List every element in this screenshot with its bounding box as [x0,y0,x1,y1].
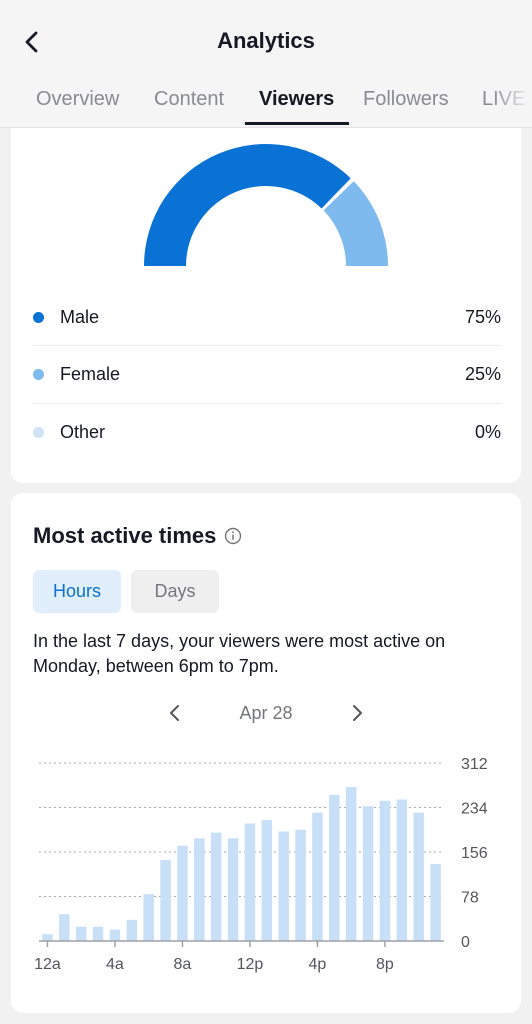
legend-row-other: Other 0% [33,404,501,460]
other-dot [33,426,44,438]
legend-label-other: Other [60,421,106,442]
bar-1a[interactable] [59,914,70,941]
bar-4p[interactable] [312,812,323,941]
x-tick-label: 12p [237,956,264,973]
bar-10a[interactable] [210,832,222,941]
x-tick-label: 8a [174,956,192,973]
info-icon[interactable] [224,527,242,545]
divider [33,345,501,346]
bar-6a[interactable] [143,894,154,941]
bar-5p[interactable] [329,794,340,941]
donut-slice-female [323,181,388,266]
y-tick-label: 312 [461,756,488,773]
divider [33,403,501,404]
bar-11p[interactable] [430,863,441,941]
active-hours-bar-chart: 312 234 156 78 0 12a 4a 8a 12p 4p 8p [34,756,488,973]
tab-followers[interactable]: Followers [363,88,449,110]
gender-donut-chart [144,144,388,266]
legend-value-female: 25% [464,363,501,384]
gender-card: Male 75% Female 25% Other 0% [11,128,521,483]
tab-bar: Overview Content Viewers Followers LIVE [0,84,532,128]
female-dot [33,368,44,380]
page-title: Analytics [217,28,315,53]
bar-12a[interactable] [42,934,53,941]
bar-7p[interactable] [362,806,374,941]
bar-2p[interactable] [278,831,289,941]
legend-value-other: 0% [474,421,501,442]
y-tick-label: 78 [461,890,479,907]
x-tick-label: 4p [309,956,327,973]
section-title-text: Most active times [33,523,217,548]
y-tick-label: 0 [461,934,470,951]
bar-8p[interactable] [379,800,391,941]
previous-date-button[interactable] [161,699,189,727]
bar-2a[interactable] [75,926,87,941]
current-date: Apr 28 [239,703,293,723]
legend-row-female: Female 25% [33,346,501,402]
legend-label-female: Female [60,363,121,384]
hours-toggle-button[interactable]: Hours [33,570,121,613]
legend-row-male: Male 75% [33,289,501,345]
legend-value-male: 75% [464,306,501,327]
bar-12p[interactable] [244,823,256,941]
days-toggle-button[interactable]: Days [131,570,219,613]
x-tick-label: 12a [34,956,61,973]
bar-8a[interactable] [177,845,188,941]
chevron-left-icon [25,31,38,53]
x-tick-label: 4a [106,956,124,973]
activity-summary: In the last 7 days, your viewers were mo… [33,631,446,676]
top-bar: Analytics [0,0,532,128]
x-tick-label: 8p [376,956,394,973]
bar-9p[interactable] [396,799,408,941]
date-navigator: Apr 28 [161,699,371,727]
y-tick-label: 234 [461,801,488,818]
donut-slice-male [144,144,351,266]
chevron-right-icon [353,705,362,721]
bar-5a[interactable] [126,919,138,941]
tab-viewers[interactable]: Viewers [259,88,335,110]
bar-3a[interactable] [92,926,104,941]
next-date-button[interactable] [343,699,371,727]
bar-9a[interactable] [194,838,205,941]
bar-1p[interactable] [261,820,273,941]
most-active-times-card: Most active times Hours Days In the last… [11,493,521,1013]
y-tick-label: 156 [461,845,488,862]
bar-6p[interactable] [345,786,357,941]
back-button[interactable] [14,24,50,60]
tab-fade [492,84,532,124]
bar-11a[interactable] [227,838,239,941]
legend-label-male: Male [60,306,100,327]
active-tab-indicator [245,122,349,125]
tab-overview[interactable]: Overview [36,88,120,110]
section-title: Most active times [33,523,242,549]
chevron-left-icon [170,705,179,721]
bar-4a[interactable] [109,929,121,941]
bar-7a[interactable] [160,859,171,941]
tab-content[interactable]: Content [154,88,225,110]
bar-10p[interactable] [413,812,424,941]
bar-3p[interactable] [295,829,306,941]
male-dot [33,311,44,323]
